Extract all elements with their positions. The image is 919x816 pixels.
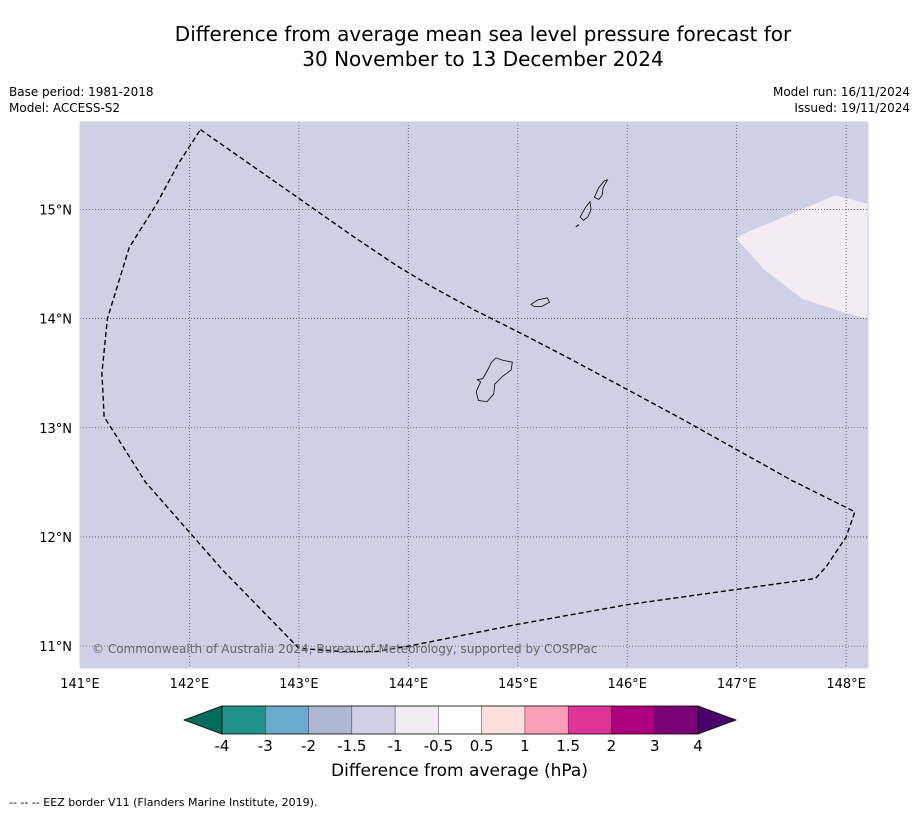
colorbar-tick-label: -3 <box>258 737 273 755</box>
chart-title: Difference from average mean sea level p… <box>0 22 919 72</box>
island-saipan <box>593 179 609 201</box>
colorbar-tick-label: -1 <box>388 737 403 755</box>
lon-tick-label: 146°E <box>607 677 647 692</box>
colorbar-tick-label: -0.5 <box>424 737 453 755</box>
island-guam <box>475 357 513 403</box>
base-period: Base period: 1981-2018 <box>9 85 154 99</box>
colorbar-tick-label: 1.5 <box>556 737 580 755</box>
lon-tick-label: 143°E <box>279 677 319 692</box>
lon-tick-label: 144°E <box>389 677 429 692</box>
model-name: Model: ACCESS-S2 <box>9 101 121 115</box>
map-background <box>80 122 868 668</box>
colorbar-swatch <box>222 706 266 734</box>
colorbar-tick-label: 3 <box>650 737 660 755</box>
meta-right: Model run: 16/11/2024 Issued: 19/11/2024 <box>773 84 910 116</box>
anomaly-patch <box>736 195 868 319</box>
colorbar-swatch <box>481 706 525 734</box>
model-run: Model run: 16/11/2024 <box>772 85 910 99</box>
title-line-2: 30 November to 13 December 2024 <box>302 47 664 71</box>
lat-tick-label: 13°N <box>39 422 72 437</box>
colorbar-swatch <box>438 706 482 734</box>
lon-tick-label: 147°E <box>717 677 757 692</box>
lat-tick-label: 14°N <box>39 313 72 328</box>
colorbar-swatch <box>265 706 309 734</box>
lon-tick-label: 141°E <box>60 677 100 692</box>
title-line-1: Difference from average mean sea level p… <box>174 22 792 46</box>
lat-tick-label: 15°N <box>39 203 72 218</box>
meta-left: Base period: 1981-2018 Model: ACCESS-S2 <box>9 84 154 116</box>
colorbar-extend-high <box>697 705 738 735</box>
colorbar-swatch <box>654 706 698 734</box>
lon-tick-label: 145°E <box>498 677 538 692</box>
colorbar-extend-low <box>182 705 223 735</box>
colorbar-swatch <box>611 706 655 734</box>
colorbar-swatch <box>351 706 396 734</box>
issued-date: Issued: 19/11/2024 <box>794 101 910 115</box>
colorbar-tick-label: 4 <box>693 737 703 755</box>
island-aguijan <box>575 224 580 228</box>
lat-tick-label: 12°N <box>39 531 72 546</box>
lat-tick-label: 11°N <box>39 640 72 655</box>
lon-tick-label: 148°E <box>826 677 866 692</box>
colorbar-tick-label: -2 <box>301 737 316 755</box>
map-content <box>80 122 868 668</box>
map-frame <box>79 121 869 669</box>
colorbar-swatch <box>524 706 569 734</box>
colorbar-frame <box>221 705 699 735</box>
colorbar-tick-label: 1 <box>520 737 530 755</box>
lon-tick-label: 142°E <box>170 677 210 692</box>
colorbar-swatch <box>568 706 612 734</box>
colorbar-tick-label: 2 <box>607 737 617 755</box>
island-rota <box>530 297 551 307</box>
colorbar-tick-label: -1.5 <box>337 737 366 755</box>
colorbar-title: Difference from average (hPa) <box>331 761 588 781</box>
colorbar-swatch <box>395 706 439 734</box>
colorbar-tick-label: -4 <box>215 737 230 755</box>
colorbar-tick-label: 0.5 <box>470 737 494 755</box>
footer-eez-note: -- -- -- EEZ border V11 (Flanders Marine… <box>9 796 318 809</box>
copyright-note: © Commonwealth of Australia 2024, Bureau… <box>92 642 597 656</box>
island-tinian <box>579 200 592 221</box>
colorbar-swatch <box>308 706 352 734</box>
